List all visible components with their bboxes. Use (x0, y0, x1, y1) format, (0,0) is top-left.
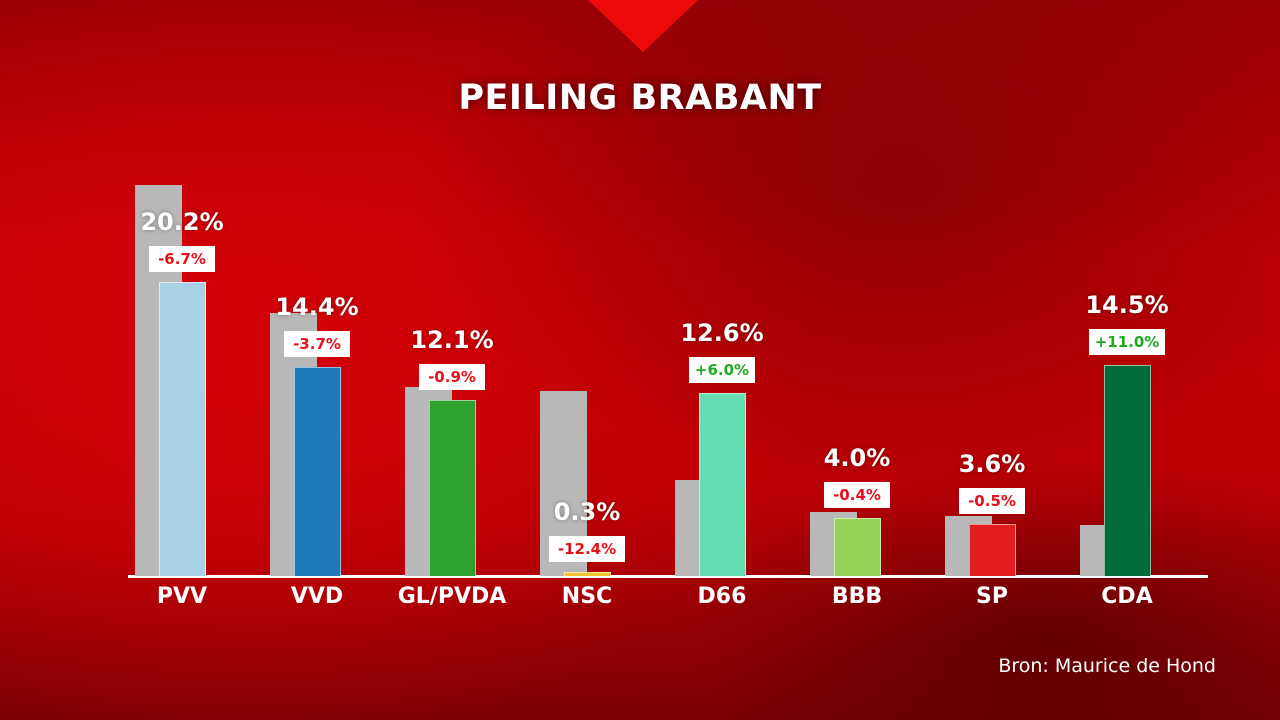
value-label: 12.6% (680, 318, 764, 347)
category-label: VVD (290, 584, 344, 609)
top-triangle-marker (588, 0, 698, 52)
delta-badge: +6.0% (689, 356, 755, 383)
current-bar (699, 392, 746, 576)
current-bar (294, 366, 341, 576)
category-label: CDA (1101, 584, 1153, 609)
current-bar (429, 400, 476, 576)
category-label: GL/PVDA (397, 584, 507, 609)
delta-badge: -0.4% (824, 481, 890, 508)
value-label: 4.0% (823, 443, 891, 472)
category-label: SP (976, 584, 1008, 609)
current-bar (834, 517, 881, 576)
category-label: NSC (561, 584, 613, 609)
delta-badge: -3.7% (284, 330, 350, 357)
current-bar (159, 282, 206, 576)
category-label: D66 (697, 584, 747, 609)
category-label: BBB (831, 584, 883, 609)
value-label: 14.5% (1085, 291, 1169, 320)
current-bar (1104, 365, 1151, 576)
current-bar (564, 571, 611, 576)
chart-title: PEILING BRABANT (458, 78, 822, 118)
value-label: 14.4% (275, 292, 359, 321)
value-label: 12.1% (410, 326, 494, 355)
value-label: 0.3% (553, 497, 621, 526)
value-label: 3.6% (958, 449, 1026, 478)
delta-badge: -0.9% (419, 364, 485, 391)
category-label: PVV (156, 584, 208, 609)
current-bar (969, 523, 1016, 576)
delta-badge: +11.0% (1089, 329, 1165, 356)
delta-badge: -6.7% (149, 246, 215, 273)
value-label: 20.2% (140, 208, 224, 237)
source-credit: Bron: Maurice de Hond (998, 655, 1216, 677)
x-axis-baseline (128, 575, 1208, 578)
delta-badge: -0.5% (959, 487, 1025, 514)
delta-badge: -12.4% (549, 535, 625, 562)
